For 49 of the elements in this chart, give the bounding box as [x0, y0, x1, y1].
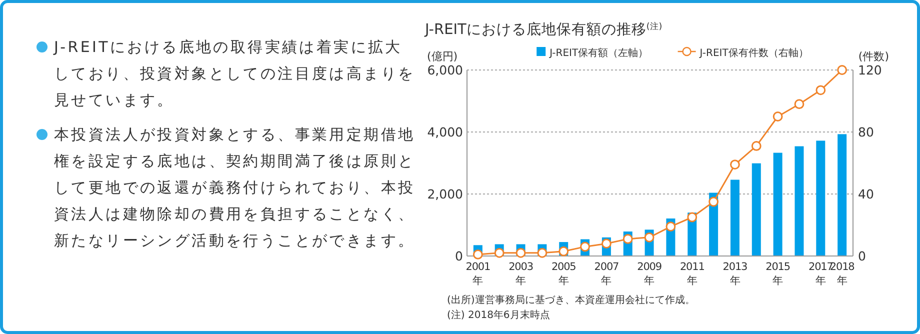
x-tick-label: 2009 年 — [637, 261, 662, 287]
point — [794, 99, 804, 110]
point — [816, 85, 826, 96]
bar — [773, 152, 782, 256]
point — [602, 238, 612, 249]
point — [751, 141, 762, 151]
bar — [816, 140, 826, 256]
point — [558, 246, 569, 256]
point — [687, 212, 698, 222]
point — [494, 248, 504, 258]
legend-label: J-REIT保有件数（右軸） — [698, 47, 808, 59]
text: J-REITにおける底地の取得実績は着実に拡大しており、投資対象としての注目度は高まりを見せています。 — [53, 38, 416, 109]
bar — [730, 180, 740, 256]
y-tick-label: 2,000 — [427, 186, 464, 202]
bar — [752, 163, 761, 256]
legend-label: J-REIT保有額（左軸） — [548, 47, 648, 59]
point — [772, 112, 783, 122]
point — [537, 248, 548, 258]
bar — [838, 134, 847, 256]
y2-tick-label: 80 — [858, 124, 874, 140]
y-tick-label: 0 — [455, 248, 464, 264]
point — [837, 65, 848, 75]
x-tick-label: 2013 年 — [722, 261, 748, 287]
x-tick-label: 2003 年 — [508, 261, 533, 287]
y-axis-title: (億円) — [427, 50, 458, 63]
y2-axis-title: (件数) — [858, 50, 889, 63]
point — [730, 160, 740, 170]
point — [666, 222, 676, 232]
y-tick-label: 6,000 — [427, 62, 464, 78]
point — [580, 242, 590, 252]
y2-tick-label: 40 — [858, 186, 874, 202]
x-tick-label: 2005 年 — [551, 261, 576, 287]
bar — [794, 146, 804, 256]
text: (注) 2018年6月末時点 — [447, 309, 550, 321]
y2-tick-label: 0 — [858, 248, 866, 264]
point — [708, 196, 718, 207]
point — [472, 250, 483, 260]
x-tick-label: 2001 年 — [466, 261, 490, 287]
x-tick-label: 2011 年 — [680, 261, 704, 287]
y-tick-label: 4,000 — [427, 124, 464, 140]
point — [644, 232, 654, 242]
text: (出所)運営事務局に基づき、本資産運用会社にて作成。 — [447, 294, 695, 306]
text: 本投資法人が投資対象とする、事業用定期借地権を設定する底地は、契約期間満了後は原則として更地での返還が義務付けられており、本投資法人は建物除却の費用を負担することなく、新たなリーシング活動を行うことができます。 — [54, 126, 416, 250]
x-tick-label: 2015 年 — [766, 261, 790, 287]
x-tick-label: 2007 年 — [594, 261, 619, 287]
chart-title: J-REITにおける底地保有額の推移$^{(注)}$ — [424, 21, 662, 38]
y2-tick-label: 120 — [858, 62, 882, 78]
point — [622, 234, 633, 244]
point — [516, 248, 526, 258]
